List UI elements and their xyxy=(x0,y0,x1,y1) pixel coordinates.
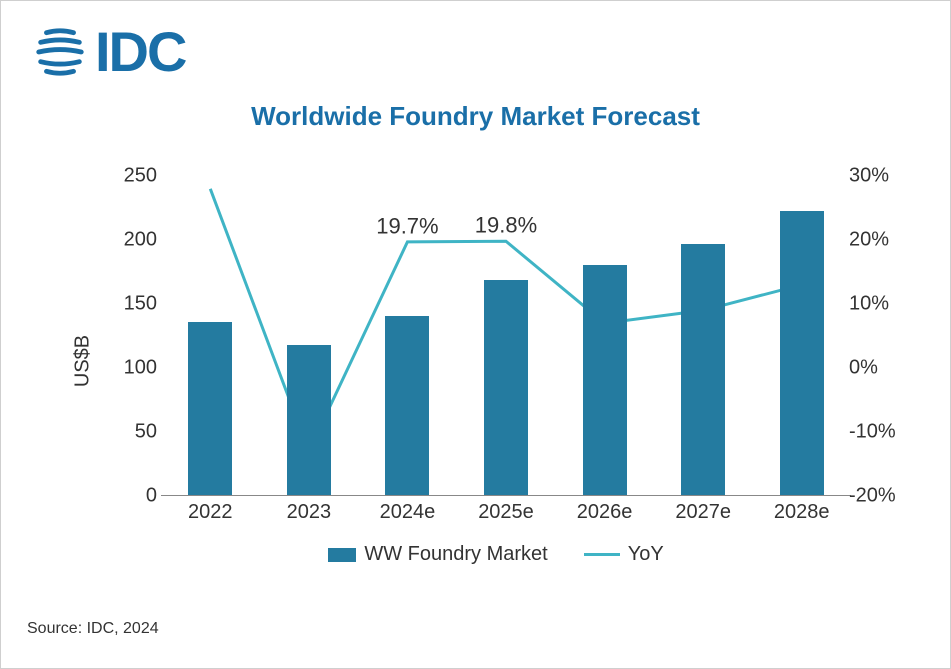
idc-logo: IDC xyxy=(31,19,185,84)
x-tick: 2022 xyxy=(170,501,250,524)
bar xyxy=(287,345,331,495)
globe-icon xyxy=(31,23,89,81)
logo-text: IDC xyxy=(95,19,185,84)
y1-tick: 50 xyxy=(119,421,157,444)
y1-tick: 200 xyxy=(119,229,157,252)
x-tick: 2027e xyxy=(663,501,743,524)
x-tick: 2025e xyxy=(466,501,546,524)
line-data-label: 19.8% xyxy=(475,213,537,239)
chart-area: US$B 19.7%19.8% WW Foundry Market YoY 05… xyxy=(101,156,891,566)
line-data-label: 19.7% xyxy=(376,213,438,239)
bar xyxy=(681,244,725,495)
y2-tick: 10% xyxy=(849,293,905,316)
bar xyxy=(188,322,232,495)
x-tick: 2028e xyxy=(762,501,842,524)
y2-tick: -20% xyxy=(849,485,905,508)
bar xyxy=(484,280,528,495)
y1-tick: 250 xyxy=(119,165,157,188)
bar xyxy=(780,211,824,495)
y1-tick: 0 xyxy=(119,485,157,508)
y2-tick: 20% xyxy=(849,229,905,252)
y1-axis-label: US$B xyxy=(72,335,95,387)
legend-swatch-line xyxy=(584,553,620,556)
chart-title: Worldwide Foundry Market Forecast xyxy=(1,101,950,132)
legend-label-bar: WW Foundry Market xyxy=(364,543,547,566)
x-tick: 2023 xyxy=(269,501,349,524)
y2-tick: 30% xyxy=(849,165,905,188)
x-tick: 2024e xyxy=(367,501,447,524)
legend-item-bar: WW Foundry Market xyxy=(328,543,547,566)
legend-item-line: YoY xyxy=(584,543,664,566)
source-text: Source: IDC, 2024 xyxy=(27,620,159,638)
y2-tick: 0% xyxy=(849,357,905,380)
legend-label-line: YoY xyxy=(628,543,664,566)
bar xyxy=(385,316,429,495)
plot-area: 19.7% 19.8% xyxy=(161,176,851,496)
bar xyxy=(583,265,627,495)
y1-tick: 100 xyxy=(119,357,157,380)
legend-swatch-bar xyxy=(328,548,356,562)
y2-tick: -10% xyxy=(849,421,905,444)
legend: WW Foundry Market YoY xyxy=(101,543,891,566)
y1-tick: 150 xyxy=(119,293,157,316)
x-tick: 2026e xyxy=(565,501,645,524)
